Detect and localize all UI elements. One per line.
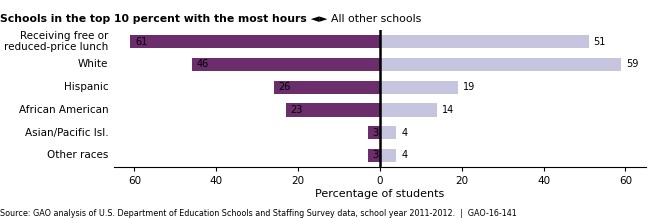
Text: 61: 61	[135, 37, 148, 47]
Text: Schools in the top 10 percent with the most hours: Schools in the top 10 percent with the m…	[0, 14, 307, 24]
Bar	[380, 58, 621, 71]
Text: 26: 26	[278, 82, 291, 92]
Text: 23: 23	[291, 105, 303, 115]
Text: 59: 59	[626, 60, 638, 70]
X-axis label: Percentage of students: Percentage of students	[315, 189, 445, 199]
Text: 3: 3	[372, 150, 379, 160]
Text: 3: 3	[372, 128, 379, 138]
Bar	[368, 149, 380, 162]
Bar	[380, 81, 458, 94]
Bar	[380, 103, 437, 116]
Bar	[368, 126, 380, 139]
Text: 46: 46	[196, 60, 209, 70]
Text: 4: 4	[401, 128, 408, 138]
Bar	[380, 149, 396, 162]
Text: Source: GAO analysis of U.S. Department of Education Schools and Staffing Survey: Source: GAO analysis of U.S. Department …	[0, 209, 517, 218]
Bar	[286, 103, 380, 116]
Text: ◄►: ◄►	[307, 14, 331, 24]
Text: 51: 51	[593, 37, 606, 47]
Text: 19: 19	[463, 82, 474, 92]
Text: All other schools: All other schools	[331, 14, 421, 24]
Bar	[380, 126, 396, 139]
Bar	[274, 81, 380, 94]
Text: 14: 14	[442, 105, 454, 115]
Bar	[192, 58, 380, 71]
Bar	[380, 35, 588, 48]
Text: 4: 4	[401, 150, 408, 160]
Bar	[131, 35, 380, 48]
